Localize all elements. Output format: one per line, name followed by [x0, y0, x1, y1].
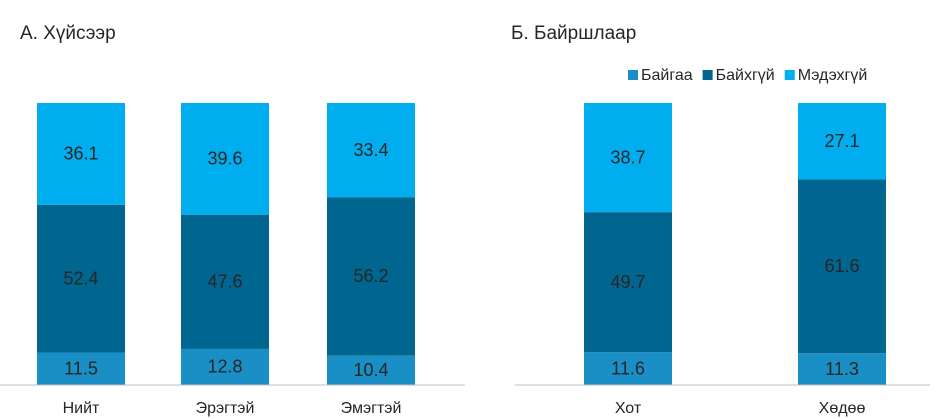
data-label: 52.4 [63, 268, 98, 288]
data-label: 38.7 [610, 147, 645, 167]
data-label: 47.6 [207, 272, 242, 292]
data-label: 27.1 [824, 131, 859, 151]
bar-segment [37, 103, 125, 205]
legend-swatch [784, 70, 795, 80]
data-label: 11.3 [825, 359, 859, 379]
bar-segment [181, 103, 269, 215]
chart-title: Б. Байршлаар [511, 23, 636, 44]
legend-swatch [702, 70, 713, 80]
legend-label: Байхгүй [716, 67, 775, 84]
data-label: 36.1 [63, 144, 98, 164]
bar-segment [327, 355, 415, 385]
bar-segment [327, 197, 415, 356]
bar-segment [584, 103, 672, 213]
x-tick-label: Эмэгтэй [341, 400, 402, 417]
x-tick-label: Хөдөө [819, 400, 866, 417]
chart-title: А. Хүйсээр [20, 23, 116, 44]
data-label: 61.6 [824, 256, 859, 276]
bar-segment [798, 179, 886, 354]
data-label: 12.8 [207, 357, 242, 377]
bar-segment [584, 212, 672, 353]
data-label: 56.2 [353, 266, 388, 286]
x-tick-label: Нийт [63, 400, 100, 417]
bar-segment [798, 353, 886, 385]
legend-label: Байгаа [641, 67, 693, 84]
data-label: 11.6 [611, 358, 645, 378]
bar-segment [584, 352, 672, 385]
legend-label: Мэдэхгүй [798, 67, 868, 84]
data-label: 11.5 [64, 359, 98, 379]
x-tick-label: Хот [615, 400, 642, 417]
data-label: 33.4 [353, 140, 388, 160]
bar-segment [181, 214, 269, 349]
legend-swatch [628, 70, 638, 80]
x-tick-label: Эрэгтэй [196, 400, 255, 417]
bar-segment [798, 103, 886, 180]
data-label: 39.6 [207, 149, 242, 169]
bar-segment [37, 352, 125, 385]
bar-segment [37, 204, 125, 353]
bar-segment [327, 103, 415, 198]
data-label: 49.7 [610, 272, 645, 292]
bar-segment [181, 348, 269, 385]
data-label: 10.4 [353, 360, 388, 380]
